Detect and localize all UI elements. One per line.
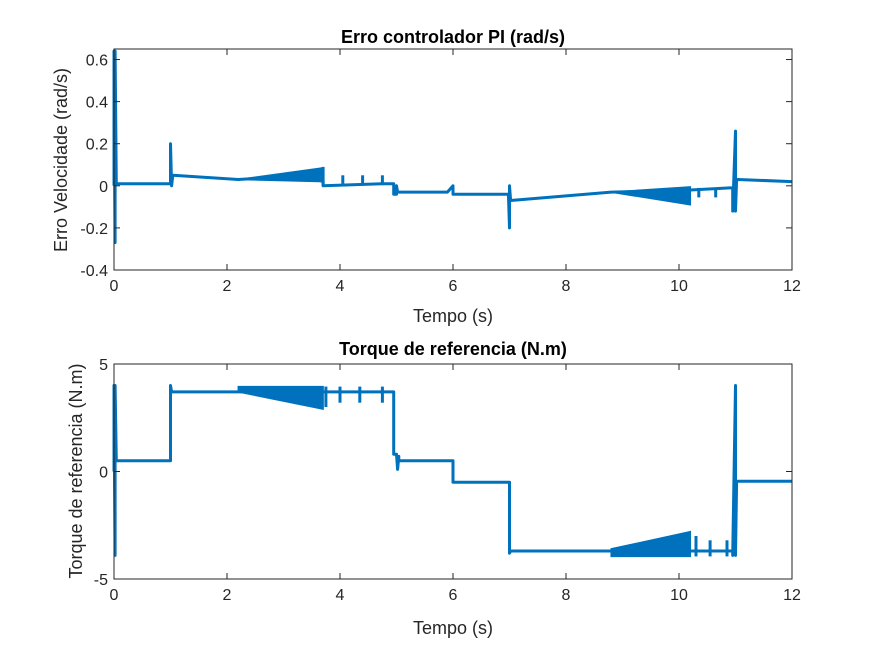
x-tick-label: 10: [670, 278, 688, 295]
chart-title: Torque de referencia (N.m): [339, 339, 567, 359]
chart-speed-error: 0 2 4 6 8 10 12 -0.4 -0.2 0 0.2 0.4 0.6 Erro contro…: [51, 27, 801, 326]
x-axis-label: Tempo (s): [413, 306, 493, 326]
x-tick-label: 0: [110, 278, 119, 295]
y-tick-label: -5: [94, 572, 108, 589]
x-tick-label: 4: [336, 278, 345, 295]
spike-marks: [324, 386, 729, 557]
y-ticks: -5 0 5: [94, 357, 792, 589]
chart-title: Erro controlador PI (rad/s): [341, 27, 565, 47]
x-tick-label: 8: [562, 587, 571, 604]
x-tick-label: 8: [562, 278, 571, 295]
x-tick-label: 10: [670, 587, 688, 604]
x-tick-label: 12: [783, 278, 801, 295]
y-tick-label: -0.2: [80, 221, 108, 238]
x-axis-label: Tempo (s): [413, 618, 493, 638]
x-tick-label: 2: [223, 587, 232, 604]
x-tick-label: 0: [110, 587, 119, 604]
x-tick-label: 4: [336, 587, 345, 604]
y-tick-label: 0.6: [86, 53, 108, 70]
y-axis-label: Erro Velocidade (rad/s): [51, 68, 71, 252]
x-tick-label: 12: [783, 587, 801, 604]
series-line: [112, 49, 793, 245]
x-tick-label: 6: [449, 278, 458, 295]
x-tick-label: 6: [449, 587, 458, 604]
x-ticks: 0 2 4 6 8 10 12: [110, 364, 801, 604]
y-tick-label: -0.4: [80, 263, 108, 280]
y-axis-label: Torque de referencia (N.m): [66, 363, 86, 578]
series-line: [112, 384, 792, 557]
y-tick-label: 0: [99, 465, 108, 482]
spike-marks: [321, 166, 718, 198]
y-tick-label: 0.2: [86, 137, 108, 154]
y-ticks: -0.4 -0.2 0 0.2 0.4 0.6: [80, 53, 792, 280]
y-tick-label: 5: [99, 357, 108, 374]
y-tick-label: 0: [99, 179, 108, 196]
x-tick-label: 2: [223, 278, 232, 295]
y-tick-label: 0.4: [86, 95, 108, 112]
chart-reference-torque: 0 2 4 6 8 10 12 -505 Torque de referencia (N.m…: [66, 339, 801, 638]
axes-background: [114, 49, 792, 270]
x-ticks: 0 2 4 6 8 10 12: [110, 49, 801, 295]
